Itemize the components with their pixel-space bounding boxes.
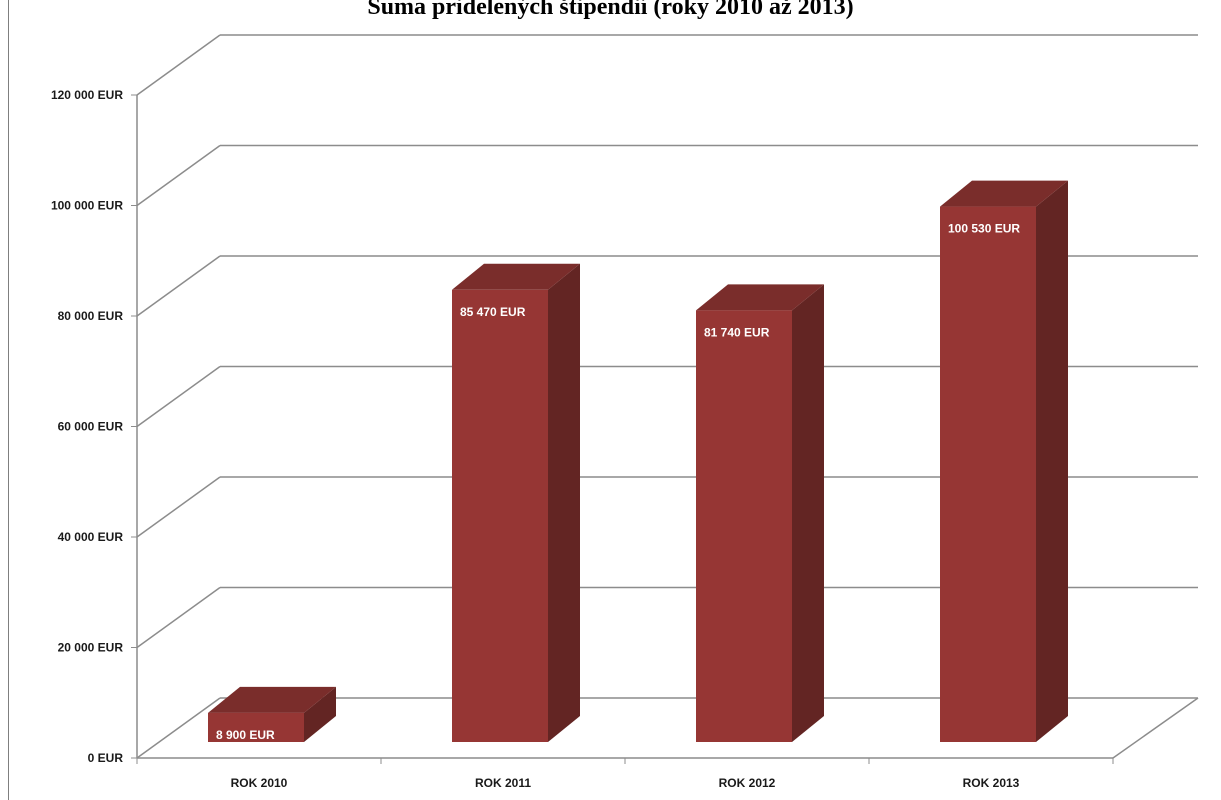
data-label: 81 740 EUR: [704, 325, 770, 339]
gridline-depth: [136, 476, 221, 538]
gridline-depth: [136, 34, 221, 96]
gridline-depth: [136, 255, 221, 317]
bar-front: [208, 712, 304, 742]
bar-front: [696, 310, 792, 742]
bar: 85 470 EUR: [452, 263, 580, 742]
bar-top: [452, 263, 580, 290]
bar-top: [208, 686, 336, 713]
bars-layer: 8 900 EUR 85 470 EUR 81 740 EUR 100 530 EUR: [208, 180, 1068, 742]
y-tick-label: 60 000 EUR: [58, 420, 124, 434]
gridline-depth: [136, 144, 221, 207]
bar-front: [452, 289, 548, 742]
data-label: 85 470 EUR: [460, 305, 526, 319]
y-tick-label: 0 EUR: [88, 751, 124, 765]
bar-side: [792, 284, 824, 742]
y-tick-label: 80 000 EUR: [58, 309, 124, 323]
bar-side: [1036, 180, 1068, 742]
bar: 81 740 EUR: [696, 284, 824, 742]
bar-side: [304, 686, 336, 742]
floor-right-edge: [1112, 697, 1199, 759]
bar-top: [696, 284, 824, 311]
x-tick-label: ROK 2010: [231, 776, 288, 790]
gridline-depth: [136, 697, 221, 759]
y-tick-label: 20 000 EUR: [58, 641, 124, 655]
gridline-depth: [136, 365, 221, 428]
y-tick-label: 100 000 EUR: [51, 199, 123, 213]
y-tick-label: 120 000 EUR: [51, 88, 123, 102]
bar-front: [940, 206, 1036, 742]
data-label: 8 900 EUR: [216, 728, 275, 742]
chart-title: Suma pridelených štipendií (roky 2010 až…: [367, 0, 854, 20]
bar-top: [940, 180, 1068, 207]
axis-layer: 0 EUR 20 000 EUR 40 000 EUR 60 000 EUR 80 00…: [51, 88, 1199, 790]
x-tick-label: ROK 2011: [475, 776, 531, 790]
bar: 8 900 EUR: [208, 686, 336, 742]
bar: 100 530 EUR: [940, 180, 1068, 742]
x-tick-label: ROK 2012: [719, 776, 776, 790]
left-border-line: [8, 0, 9, 800]
gridline-depth: [136, 586, 221, 649]
x-tick-label: ROK 2013: [963, 776, 1020, 790]
bar-side: [548, 263, 580, 742]
data-label: 100 530 EUR: [948, 222, 1020, 236]
y-tick-label: 40 000 EUR: [58, 530, 124, 544]
